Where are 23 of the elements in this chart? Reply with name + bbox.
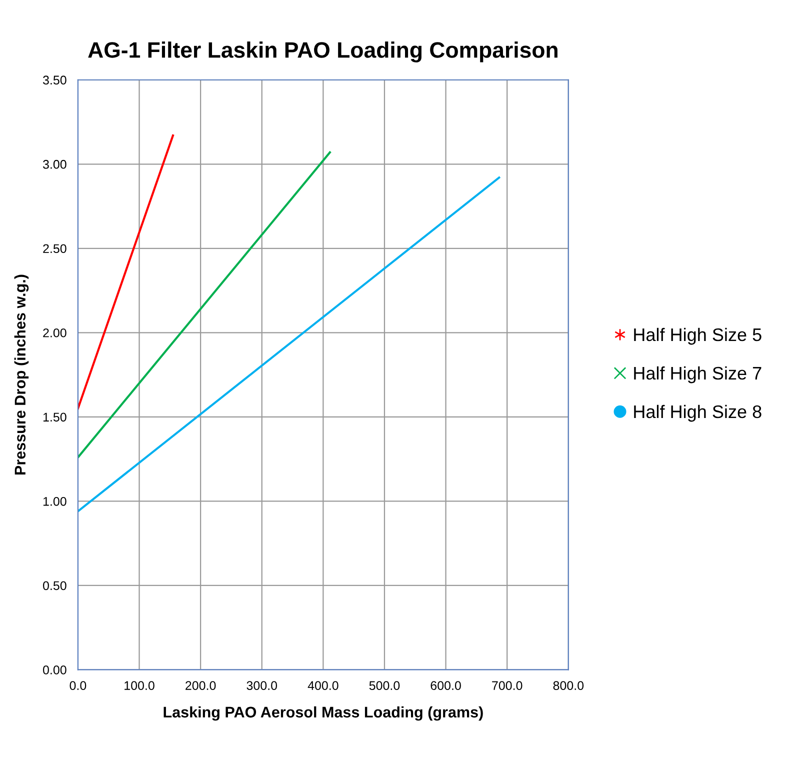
- legend-label: Half High Size 8: [634, 404, 762, 422]
- y-tick-label: 0.00: [43, 665, 66, 674]
- y-axis-title: Pressure Drop (inches w.g.): [14, 274, 29, 474]
- y-tick-label: 3.00: [42, 160, 66, 169]
- y-tick-label: 2.50: [43, 244, 66, 254]
- x-tick-label: 300.0: [246, 681, 278, 690]
- y-tick-label: 2.00: [43, 328, 66, 338]
- y-tick-label: 0.50: [43, 581, 66, 590]
- x-tick-label: 200.0: [186, 681, 216, 690]
- x-tick-label: 800.0: [553, 681, 584, 690]
- x-tick-label: 600.0: [430, 681, 461, 690]
- y-tick-label: 1.00: [43, 496, 66, 506]
- y-tick-label: 1.50: [43, 412, 66, 422]
- x-tick-label: 700.0: [492, 681, 522, 690]
- x-tick-label: 100.0: [124, 681, 154, 690]
- legend-label: Half High Size 7: [634, 366, 762, 384]
- x-tick-label: 500.0: [369, 681, 400, 690]
- legend-label: Half High Size 5: [634, 328, 762, 345]
- chart-title: AG-1 Filter Laskin PAO Loading Comparison: [88, 42, 558, 62]
- y-tick-label: 3.50: [42, 76, 66, 85]
- x-tick-label: 0.0: [70, 681, 86, 690]
- x-tick-label: 400.0: [308, 681, 338, 690]
- x-axis-title: Lasking PAO Aerosol Mass Loading (grams): [164, 706, 483, 721]
